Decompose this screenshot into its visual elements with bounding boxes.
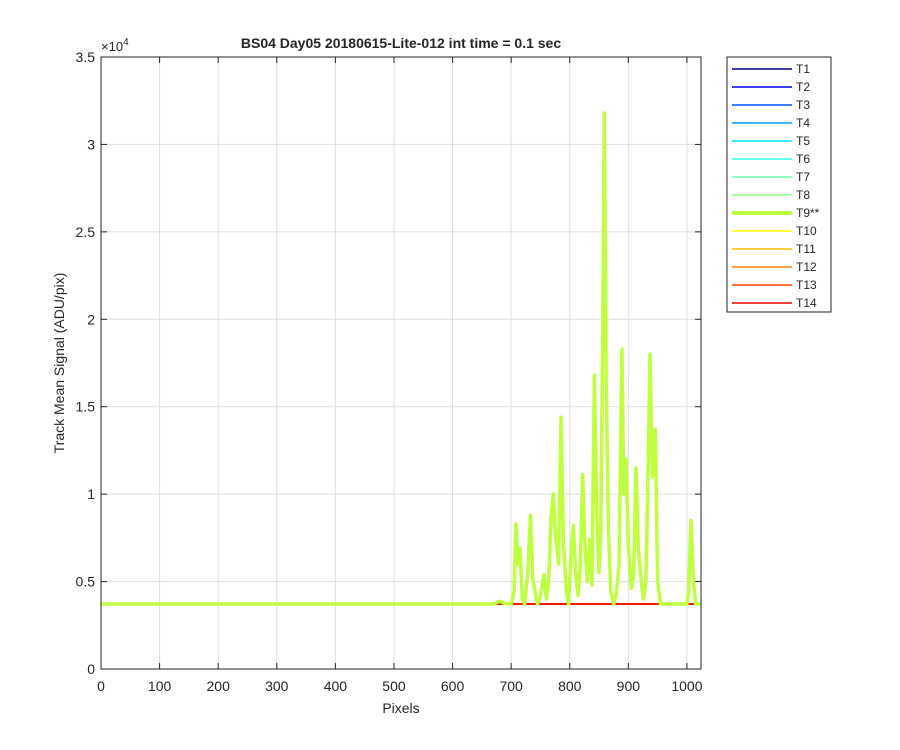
y-tick-label: 3 <box>87 136 95 152</box>
y-tick-label: 0.5 <box>76 574 96 590</box>
x-tick-label: 1000 <box>671 678 702 694</box>
y-tick-label: 2.5 <box>76 224 96 240</box>
x-tick-label: 900 <box>617 678 641 694</box>
legend: T1 T2 T3 T4 T5 T6 T7 T8 T9** T10 T11 T12 T13 T14 <box>726 56 832 313</box>
legend-entry: T9** <box>796 206 820 220</box>
x-tick-label: 800 <box>558 678 582 694</box>
tick-labels: 0 100 200 300 400 500 600 700 800 900 1000 0 0.5 1 1.5… <box>76 49 703 694</box>
x-tick-label: 400 <box>324 678 348 694</box>
y-tick-label: 3.5 <box>76 49 96 65</box>
x-tick-label: 500 <box>382 678 406 694</box>
axis-ticks <box>100 56 701 670</box>
x-tick-label: 200 <box>207 678 231 694</box>
y-tick-label: 0 <box>87 661 95 677</box>
legend-entry: T12 <box>796 260 817 274</box>
legend-entry: T6 <box>796 152 810 166</box>
plot-frame <box>100 56 702 670</box>
legend-entry: T1 <box>796 62 810 76</box>
legend-entry: T8 <box>796 188 810 202</box>
chart-title: BS04 Day05 20180615-Lite-012 int time = … <box>241 35 561 51</box>
x-tick-label: 0 <box>97 678 105 694</box>
y-tick-label: 1.5 <box>76 399 96 415</box>
legend-entry: T4 <box>796 116 810 130</box>
legend-entry: T11 <box>796 242 816 256</box>
y-tick-label: 2 <box>87 311 95 327</box>
y-exponent-label: ×104 <box>101 37 129 54</box>
legend-entry: T13 <box>796 278 817 292</box>
legend-entry: T3 <box>796 98 810 112</box>
x-tick-label: 300 <box>265 678 289 694</box>
x-tick-label: 700 <box>499 678 523 694</box>
legend-entry: T10 <box>796 224 817 238</box>
y-axis-label: Track Mean Signal (ADU/pix) <box>51 273 67 454</box>
legend-entry: T7 <box>796 170 810 184</box>
x-tick-label: 600 <box>441 678 465 694</box>
series-line-t9 <box>101 111 701 606</box>
legend-entry: T2 <box>796 80 810 94</box>
legend-entry: T5 <box>796 134 810 148</box>
y-tick-label: 1 <box>87 486 95 502</box>
x-tick-label: 100 <box>148 678 172 694</box>
x-axis-label: Pixels <box>382 700 419 716</box>
legend-box <box>726 56 832 313</box>
legend-entry: T14 <box>796 296 817 310</box>
series-layer <box>101 111 701 606</box>
